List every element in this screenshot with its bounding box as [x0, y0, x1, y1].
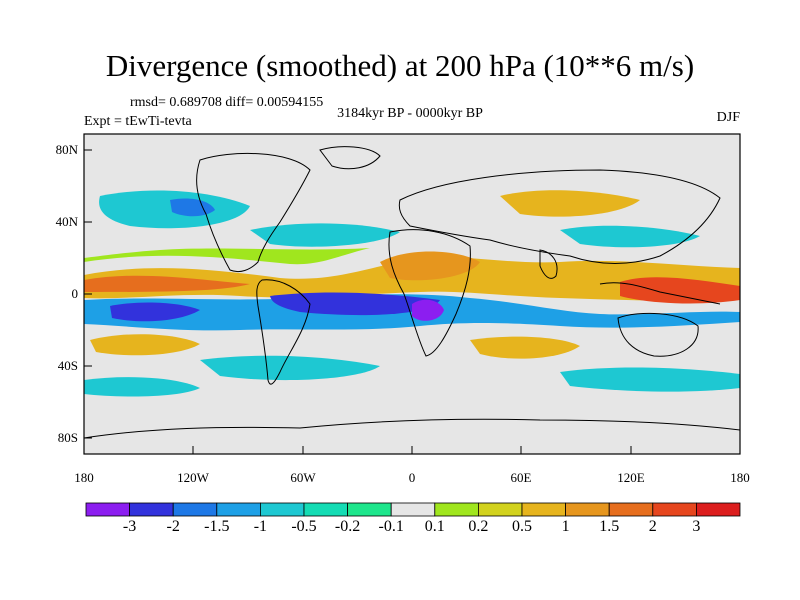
- colorbar-box: [85, 502, 130, 517]
- contour-africa-north: [380, 251, 480, 281]
- colorbar-label: 0.2: [468, 518, 489, 535]
- lon-label-180W: 180: [74, 470, 94, 485]
- colorbar-box: [347, 502, 392, 517]
- contour-eurasia-neg: [560, 225, 700, 248]
- greenland-coast: [319, 146, 381, 170]
- contour-positive-band-strong: [84, 275, 250, 292]
- colorbar-label: -0.2: [334, 518, 361, 535]
- divergence-field: [84, 134, 740, 454]
- contour-negative-core-atlantic: [270, 292, 440, 316]
- colorbar-box: [696, 502, 741, 517]
- contour-negative-core-africa: [412, 299, 444, 321]
- lon-label-0: 0: [408, 470, 416, 485]
- period-label: 3184kyr BP - 0000kyr BP: [337, 106, 483, 121]
- lon-label-120W: 120W: [177, 470, 209, 485]
- australia-coast: [617, 312, 699, 357]
- colorbar-box: [608, 502, 654, 517]
- colorbar-label: -2: [166, 518, 180, 535]
- experiment-label: Expt = tEwTi-tevta: [84, 114, 192, 129]
- stats-label: rmsd= 0.689708 diff= 0.00594155: [130, 95, 324, 110]
- lon-label-60E: 60E: [510, 470, 532, 485]
- colorbar-box: [129, 502, 174, 517]
- contour-indonesia-max: [620, 277, 740, 304]
- colorbar-label: -1.5: [204, 518, 230, 535]
- contour-green-fringe-north: [84, 248, 370, 265]
- colorbar-label: 1: [561, 518, 570, 535]
- contour-eurasia-pos: [500, 190, 640, 217]
- colorbar-box: [565, 502, 610, 517]
- antarctica-coast: [84, 418, 740, 439]
- colorbar-label: -0.5: [291, 518, 317, 535]
- contour-south-neg-1: [200, 355, 380, 381]
- contour-south-pos-2: [470, 336, 580, 359]
- colorbar: [85, 502, 741, 517]
- lon-label-60W: 60W: [290, 470, 316, 485]
- colorbar-box: [521, 502, 566, 517]
- africa-coast: [388, 229, 471, 357]
- maritime-continent-coast: [599, 282, 721, 305]
- contour-south-pos-1: [90, 334, 200, 356]
- india-coast: [539, 249, 558, 279]
- colorbar-label: 0.5: [512, 518, 532, 535]
- lon-label-120E: 120E: [617, 470, 645, 485]
- colorbar-label: 0.1: [424, 518, 445, 535]
- colorbar-label: -1: [253, 518, 268, 535]
- lat-label-40S: 40S: [57, 358, 78, 373]
- lat-label-80N: 80N: [55, 142, 78, 157]
- contour-north-pacific-strong: [170, 198, 215, 217]
- colorbar-label: 2: [648, 518, 657, 535]
- colorbar-label: -3: [122, 518, 137, 535]
- colorbar-box: [172, 502, 218, 517]
- eurasia-coast: [398, 169, 721, 264]
- south-america-coast: [256, 279, 311, 385]
- colorbar-label: 1.5: [599, 518, 620, 535]
- lat-label-80S: 80S: [57, 430, 78, 445]
- colorbar-box: [477, 502, 523, 517]
- map-title: Divergence (smoothed) at 200 hPa (10**6 …: [105, 48, 695, 83]
- lon-label-180E: 180: [730, 470, 750, 485]
- colorbar-label: 3: [692, 518, 701, 535]
- lat-label-40N: 40N: [55, 214, 78, 229]
- colorbar-box: [303, 502, 348, 517]
- colorbar-box: [434, 502, 479, 517]
- colorbar-box: [216, 502, 261, 517]
- colorbar-box: [652, 502, 697, 517]
- colorbar-box: [390, 502, 436, 517]
- season-label: DJF: [716, 110, 740, 125]
- contour-south-neg-3: [84, 377, 200, 397]
- lat-label-0: 0: [71, 286, 79, 301]
- north-america-coast: [196, 153, 311, 273]
- colorbar-label: -0.1: [378, 518, 404, 535]
- axis-ticks: [83, 149, 741, 454]
- contour-negative-core-pacific: [110, 302, 200, 322]
- contour-south-neg-2: [560, 367, 740, 392]
- contour-atlantic-neg: [250, 223, 400, 247]
- coastlines: [84, 146, 740, 439]
- colorbar-box: [259, 502, 305, 517]
